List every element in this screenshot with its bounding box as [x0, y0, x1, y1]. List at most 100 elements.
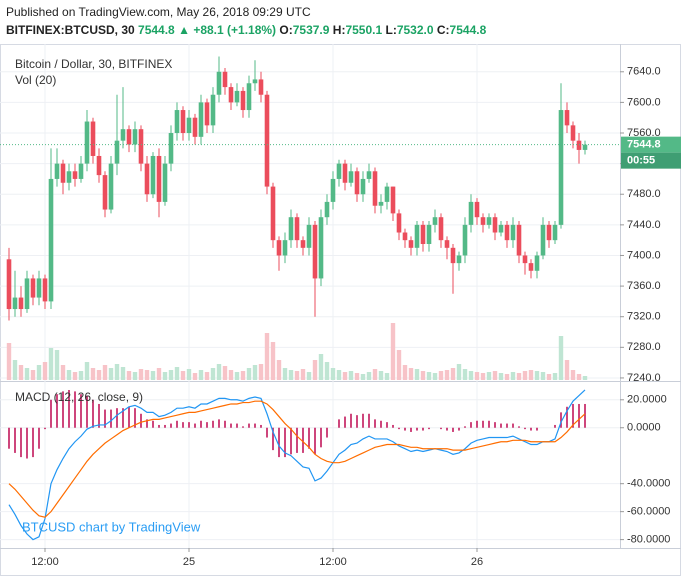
- volume-bar: [336, 370, 342, 380]
- candle-body: [168, 133, 174, 164]
- macd-histogram-bar: [398, 427, 400, 430]
- macd-histogram-bar: [104, 409, 106, 428]
- volume-bar: [366, 372, 372, 380]
- candle-body: [234, 90, 240, 103]
- volume-bar: [546, 374, 552, 380]
- volume-bar: [228, 370, 234, 380]
- macd-histogram-bar: [20, 427, 22, 458]
- candle-body: [438, 217, 444, 241]
- candle-body: [210, 94, 216, 126]
- macd-histogram-bar: [278, 427, 280, 458]
- macd-histogram-bar: [176, 420, 178, 428]
- candle-body: [408, 240, 414, 248]
- macd-histogram-bar: [56, 394, 58, 428]
- volume-bar: [390, 323, 396, 380]
- volume-bar: [102, 365, 108, 380]
- ohlc-label: H:: [332, 23, 346, 37]
- volume-bar: [24, 368, 30, 380]
- macd-histogram-bar: [80, 394, 82, 428]
- volume-bar: [408, 368, 414, 380]
- macd-histogram-bar: [464, 426, 466, 428]
- volume-bar: [498, 373, 504, 380]
- volume-bar: [372, 369, 378, 380]
- macd-histogram-bar: [362, 413, 364, 428]
- macd-histogram-bar: [164, 424, 166, 428]
- macd-histogram-bar: [188, 422, 190, 428]
- volume-bar: [342, 372, 348, 380]
- macd-histogram-bar: [338, 419, 340, 428]
- macd-histogram-bar: [512, 423, 514, 428]
- candle-body: [174, 110, 180, 134]
- candle-body: [48, 178, 54, 302]
- up-arrow: ▲: [178, 23, 190, 37]
- volume-bar: [564, 360, 570, 380]
- macd-histogram-bar: [584, 403, 586, 428]
- macd-histogram-bar: [392, 424, 394, 428]
- y-tick-label: 7600.0: [627, 96, 661, 108]
- macd-histogram-bar: [194, 423, 196, 428]
- candle-body: [198, 102, 204, 137]
- macd-histogram-bar: [68, 389, 70, 428]
- macd-histogram-bar: [326, 427, 328, 438]
- volume-bar: [132, 372, 138, 380]
- y-tick-label: 7560.0: [627, 127, 661, 139]
- volume-bar: [252, 365, 258, 380]
- volume-bar: [456, 364, 462, 380]
- frame: [0, 44, 681, 576]
- volume-bar: [510, 372, 516, 380]
- macd-histogram-bar: [416, 427, 418, 431]
- volume-bar: [276, 360, 282, 380]
- candle-body: [312, 224, 318, 279]
- volume-bar: [210, 368, 216, 380]
- volume-bar: [528, 370, 534, 380]
- candle-body: [270, 186, 276, 241]
- volume-bar: [348, 371, 354, 380]
- candle-body: [366, 171, 372, 179]
- volume-bar: [90, 368, 96, 380]
- y-tick-label: -40.0000: [627, 478, 670, 490]
- volume-bar: [480, 373, 486, 380]
- macd-histogram-bar: [74, 391, 76, 428]
- macd-histogram-bar: [308, 427, 310, 449]
- volume-bar: [162, 372, 168, 380]
- volume-bar: [450, 368, 456, 380]
- macd-histogram-bar: [26, 427, 28, 459]
- macd-histogram-bar: [494, 422, 496, 428]
- macd-histogram-bar: [110, 409, 112, 428]
- macd-histogram-bar: [458, 427, 460, 431]
- candle-body: [504, 224, 510, 241]
- candle-body: [30, 278, 36, 298]
- symbol: BITFINEX:BTCUSD, 30: [6, 23, 135, 37]
- candle-body: [336, 163, 342, 179]
- volume-bar: [516, 373, 522, 380]
- volume-title: Vol (20): [15, 73, 56, 87]
- volume-bar: [426, 372, 432, 380]
- x-tick-label: 25: [183, 556, 195, 568]
- quote-line: BITFINEX:BTCUSD, 30 7544.8 ▲ +88.1 (+1.1…: [6, 21, 486, 39]
- volume-bar: [96, 370, 102, 380]
- candle-body: [522, 255, 528, 264]
- volume-bar: [294, 371, 300, 380]
- macd-histogram-bar: [266, 427, 268, 438]
- volume-bar: [234, 372, 240, 380]
- candle-body: [468, 201, 474, 225]
- macd-histogram-bar: [578, 403, 580, 428]
- volume-bar: [324, 362, 330, 380]
- macd-histogram-bar: [122, 408, 124, 428]
- change: +88.1 (+1.18%): [193, 23, 277, 37]
- candle-body: [222, 71, 228, 88]
- candle-body: [246, 83, 252, 111]
- candle-body: [24, 278, 30, 310]
- candle-body: [78, 163, 84, 179]
- candle-body: [486, 217, 492, 225]
- candle-body: [540, 224, 546, 256]
- volume-bar: [240, 371, 246, 380]
- y-tick-label: 7320.0: [627, 311, 661, 323]
- volume-bar: [258, 364, 264, 380]
- macd-histogram-bar: [140, 413, 142, 428]
- candle-body: [72, 171, 78, 179]
- candle-body: [324, 201, 330, 218]
- ohlc-value: 7537.9: [292, 23, 330, 37]
- candle-body: [342, 163, 348, 183]
